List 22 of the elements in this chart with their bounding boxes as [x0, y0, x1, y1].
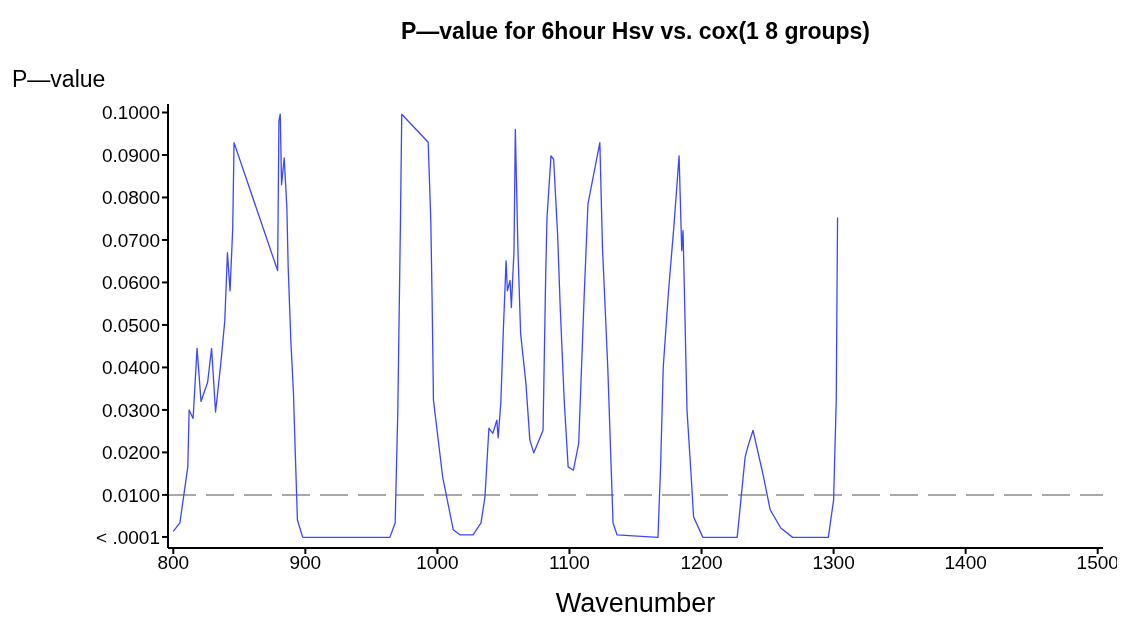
y-axis-title: P—value [12, 66, 106, 93]
y-tick-label: 0.0800 [101, 187, 160, 209]
x-tick-label: 1200 [680, 552, 723, 574]
y-tick-label: 0.0400 [101, 357, 160, 379]
chart-title: P—value for 6hour Hsv vs. cox(1 8 groups) [399, 18, 872, 45]
y-tick-label: 0.0600 [101, 272, 160, 294]
y-tick-label: 0.0200 [101, 442, 160, 464]
x-tick-label: 1000 [416, 552, 459, 574]
x-tick-label: 900 [289, 552, 322, 574]
x-axis-title: Wavenumber [555, 588, 716, 618]
x-tick-label: 800 [157, 552, 190, 574]
line-series [172, 113, 839, 539]
y-tick-label: 0.1000 [101, 102, 160, 124]
x-tick-label: 1400 [944, 552, 987, 574]
x-tick-label: 1100 [549, 552, 590, 574]
y-tick-label: 0.0900 [101, 144, 160, 166]
y-tick-label: 0.0100 [101, 484, 160, 506]
y-tick-label: 0.0500 [101, 314, 160, 336]
y-tick-label: 0.0700 [101, 229, 160, 251]
y-tick-label: 0.0300 [101, 399, 160, 421]
x-tick-label: 1300 [812, 552, 855, 574]
y-tick-label: < .0001 [96, 526, 160, 548]
